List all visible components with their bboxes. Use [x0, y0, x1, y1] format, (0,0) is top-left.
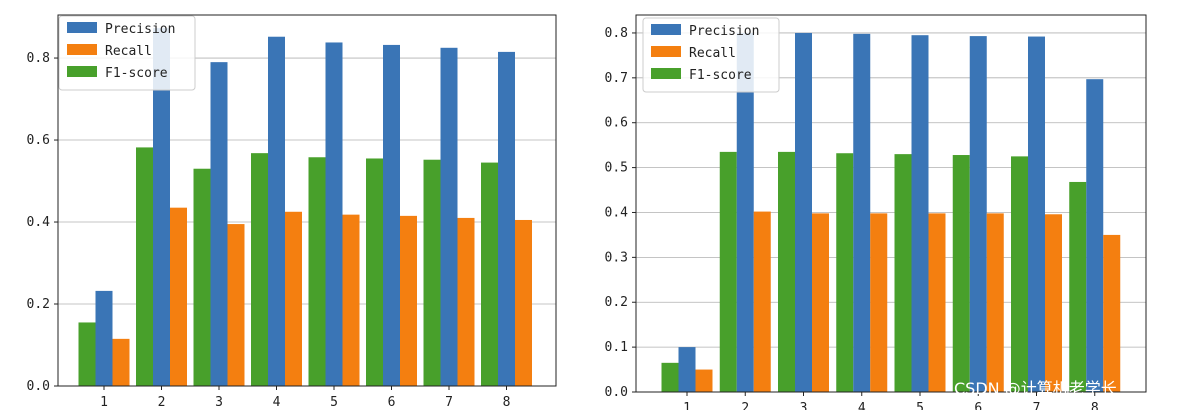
- y-tick-label: 0.7: [605, 71, 628, 86]
- bar-recall-7: [457, 217, 475, 386]
- bar-f1-score-6: [366, 158, 383, 386]
- bar-precision-7: [440, 47, 458, 386]
- legend-label-recall: Recall: [689, 46, 736, 61]
- bar-f1-score-5: [894, 154, 912, 392]
- bar-f1-score-8: [1069, 181, 1087, 392]
- bar-recall-7: [1045, 214, 1062, 392]
- y-tick-label: 0.6: [27, 133, 50, 148]
- bar-precision-5: [325, 42, 343, 386]
- x-tick-label: 7: [1033, 401, 1041, 410]
- legend-swatch-f1-score: [651, 68, 681, 79]
- bar-f1-score-2: [719, 151, 737, 392]
- legend-swatch-precision: [67, 22, 97, 33]
- legend-label-precision: Precision: [105, 22, 175, 37]
- bar-recall-2: [170, 207, 187, 386]
- x-tick-label: 6: [974, 401, 982, 410]
- y-tick-label: 0.0: [605, 385, 628, 400]
- bar-f1-score-5: [308, 157, 326, 386]
- bar-precision-4: [853, 33, 871, 392]
- y-tick-label: 0.4: [27, 215, 51, 230]
- legend-swatch-recall: [651, 46, 681, 57]
- x-tick-label: 5: [330, 395, 338, 410]
- bar-recall-4: [285, 211, 302, 386]
- x-tick-label: 8: [503, 395, 511, 410]
- legend-swatch-recall: [67, 44, 97, 55]
- axes-frame: [635, 14, 1147, 393]
- bar-recall-4: [870, 213, 888, 392]
- bar-recall-5: [928, 213, 946, 392]
- legend: Precision Recall F1-score: [58, 15, 196, 91]
- bar-recall-1: [112, 338, 130, 386]
- y-tick-label: 0.8: [27, 51, 50, 66]
- legend-swatch-f1-score: [67, 66, 97, 77]
- bar-f1-score-4: [251, 153, 268, 386]
- bar-precision-3: [210, 62, 228, 386]
- chart-right: 0.0 0.1 0.2 0.3 0.4 0.5 0.6 0.7 0.8 1 2 3 4 5 6 7 8 Preci…: [605, 14, 1147, 410]
- y-tick-label: 0.8: [605, 26, 628, 41]
- bar-precision-7: [1028, 36, 1045, 393]
- bar-precision-8: [498, 51, 515, 387]
- x-tick-label: 4: [273, 395, 281, 410]
- bar-f1-score-8: [481, 162, 498, 386]
- bar-recall-6: [986, 213, 1004, 392]
- legend-label-precision: Precision: [689, 24, 759, 39]
- bar-f1-score-1: [78, 322, 96, 386]
- y-tick-label: 0.6: [605, 116, 628, 131]
- bar-precision-4: [268, 36, 285, 386]
- bar-recall-8: [515, 219, 532, 386]
- legend-label-f1-score: F1-score: [689, 68, 752, 83]
- bar-recall-3: [812, 213, 829, 392]
- bar-recall-1: [695, 369, 713, 392]
- bar-precision-2: [153, 28, 170, 387]
- x-tick-label: 8: [1091, 401, 1099, 410]
- watermark: CSDN @计算机老学长: [954, 379, 1117, 398]
- bar-precision-8: [1086, 79, 1104, 393]
- x-tick-label: 5: [916, 401, 924, 410]
- x-tick-label: 3: [800, 401, 808, 410]
- y-tick-label: 0.1: [605, 340, 628, 355]
- y-tick-label: 0.0: [27, 379, 50, 394]
- x-tick-label: 1: [683, 401, 691, 410]
- bar-recall-6: [400, 215, 417, 386]
- bar-precision-6: [383, 44, 400, 387]
- x-tick-label: 7: [445, 395, 453, 410]
- legend-label-recall: Recall: [105, 44, 152, 59]
- x-tick-label: 6: [388, 395, 396, 410]
- x-tick-label: 3: [215, 395, 223, 410]
- bar-precision-1: [678, 347, 696, 392]
- bar-f1-score-6: [952, 155, 970, 392]
- bar-precision-6: [969, 36, 987, 392]
- axes-frame: [57, 14, 557, 387]
- bar-precision-3: [795, 32, 812, 392]
- y-tick-label: 0.3: [605, 250, 628, 265]
- legend-label-f1-score: F1-score: [105, 66, 168, 81]
- x-tick-label: 1: [100, 395, 108, 410]
- bar-precision-2: [736, 32, 754, 392]
- x-tick-label: 2: [158, 395, 166, 410]
- x-tick-label: 4: [858, 401, 866, 410]
- bar-f1-score-2: [136, 147, 153, 386]
- legend-swatch-precision: [651, 24, 681, 35]
- bar-precision-1: [95, 290, 113, 386]
- y-tick-label: 0.4: [605, 205, 629, 220]
- chart-left: 0.0 0.2 0.4 0.6 0.8 1 2 3 4 5 6 7 8 Precision Recall F1…: [27, 14, 557, 410]
- y-tick-label: 0.2: [605, 295, 628, 310]
- x-tick-label: 2: [741, 401, 749, 410]
- bar-f1-score-1: [661, 362, 679, 392]
- bar-f1-score-7: [1011, 156, 1028, 392]
- y-tick-label: 0.2: [27, 297, 50, 312]
- bar-f1-score-7: [423, 159, 441, 386]
- bar-f1-score-3: [778, 151, 795, 392]
- bar-recall-8: [1103, 234, 1121, 392]
- legend: Precision Recall F1-score: [642, 17, 780, 93]
- bar-f1-score-4: [836, 153, 854, 392]
- bar-f1-score-3: [193, 168, 211, 386]
- bar-precision-5: [911, 35, 929, 392]
- y-tick-label: 0.5: [605, 161, 628, 176]
- bar-recall-3: [227, 224, 245, 386]
- bar-recall-5: [342, 214, 360, 386]
- bar-recall-2: [753, 211, 771, 392]
